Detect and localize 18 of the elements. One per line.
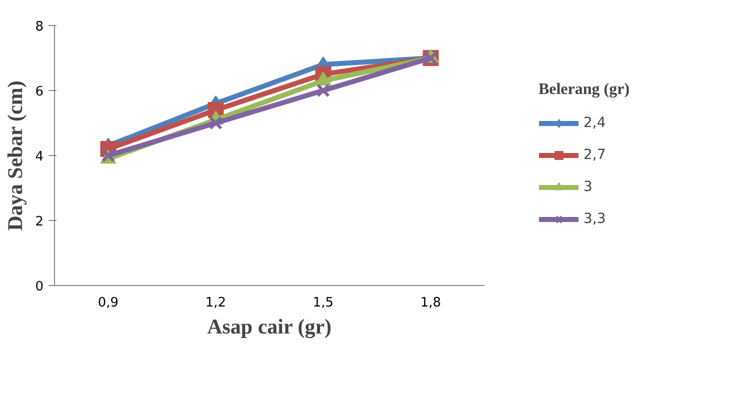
x-tick-label: 1,2 (205, 296, 226, 310)
x-axis-title: Asap cair (gr) (207, 314, 332, 338)
legend-label: 2,7 (583, 147, 606, 163)
legend-title: Belerang (gr) (538, 81, 630, 99)
legend-label: 2,4 (583, 115, 606, 131)
x-tick-label: 0,9 (98, 296, 119, 310)
legend-label: 3,3 (583, 211, 606, 227)
y-tick-label: 0 (35, 280, 44, 294)
y-axis-title: Daya Sebar (cm) (3, 80, 28, 231)
point (208, 116, 223, 130)
x-tick-label: 1,5 (312, 296, 334, 310)
legend-label: 3 (583, 179, 594, 195)
x-tick-label: 1,8 (420, 296, 442, 310)
y-tick-label: 4 (35, 150, 44, 164)
y-tick-label: 8 (35, 20, 44, 34)
y-tick-label: 6 (35, 84, 44, 100)
point (316, 84, 330, 98)
y-tick-label: 2 (35, 214, 44, 230)
